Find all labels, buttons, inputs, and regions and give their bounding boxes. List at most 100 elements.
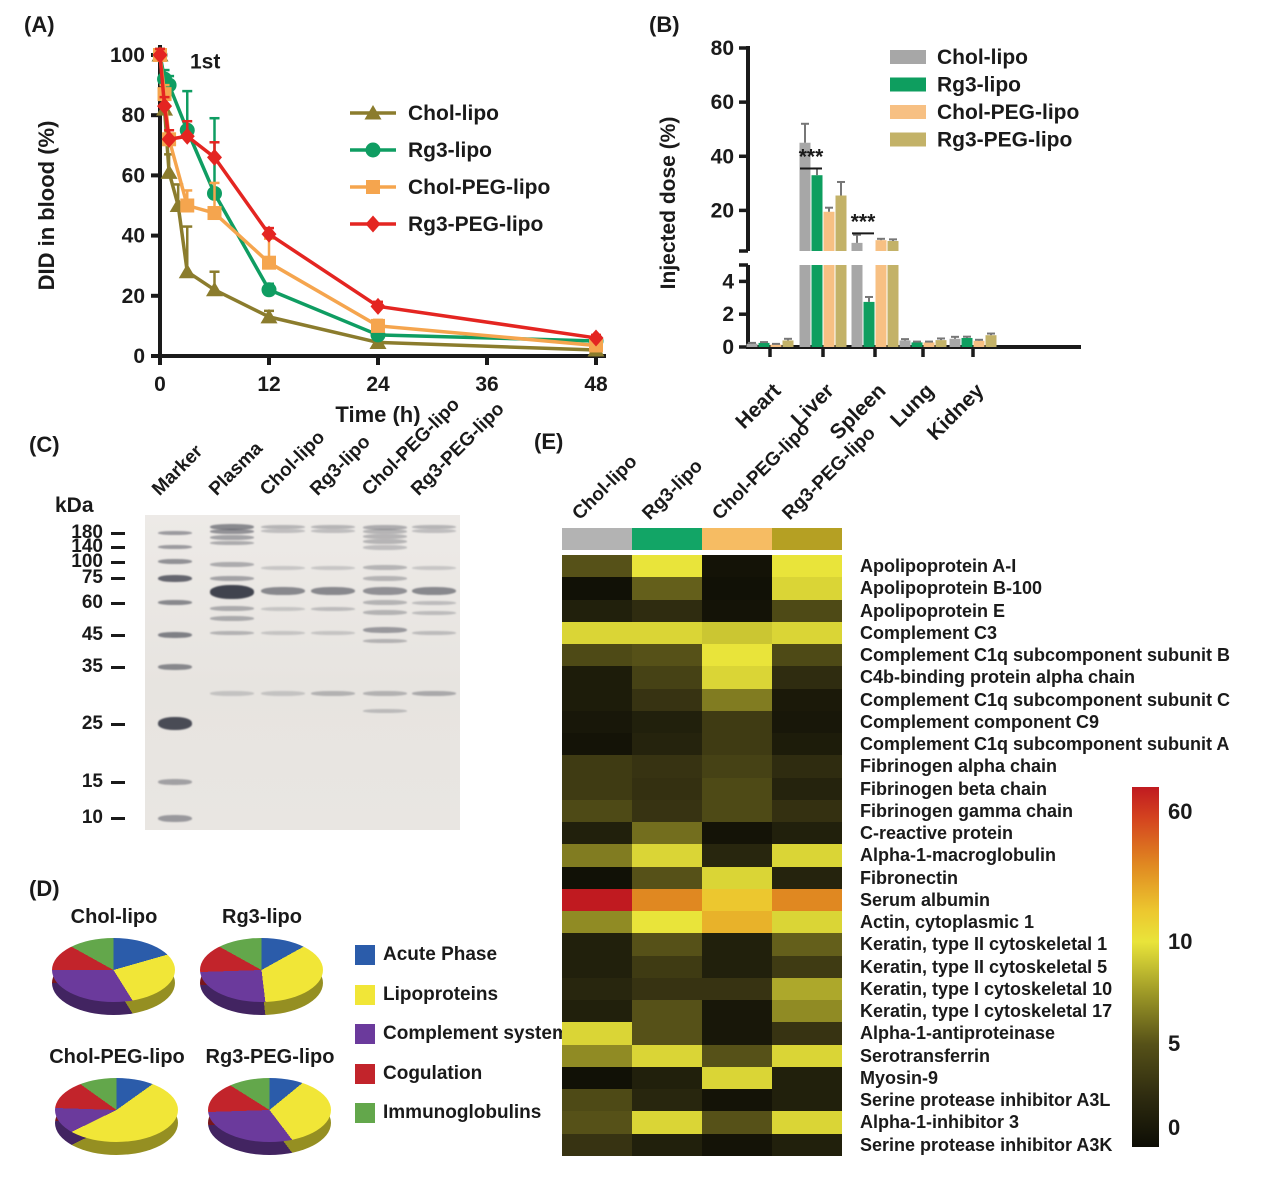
heatmap-cell — [772, 911, 842, 934]
gel-ladder-label: 45 — [81, 624, 103, 645]
row-label: Apolipoprotein E — [860, 600, 1005, 621]
heatmap-cell — [632, 577, 702, 600]
legend-swatch — [890, 50, 926, 64]
y-tick-label: 80 — [122, 104, 145, 127]
gel-ladder-dash — [111, 577, 125, 580]
gel-band — [411, 610, 456, 615]
heatmap-cell — [632, 733, 702, 756]
gel-band — [209, 524, 254, 530]
gel-ladder-dash — [111, 666, 125, 670]
gel-band — [209, 690, 254, 696]
heatmap-cell — [702, 1066, 772, 1089]
pie-top — [52, 938, 175, 1002]
heatmap-cell — [772, 1089, 842, 1112]
heatmap-cell — [562, 888, 632, 911]
heatmap-cell — [562, 755, 632, 778]
bar-lower — [899, 340, 911, 347]
heatmap-cell — [562, 1111, 632, 1134]
gel-band — [260, 630, 305, 635]
heatmap-cell — [562, 733, 632, 756]
x-tick-label: 0 — [154, 373, 166, 396]
heatmap-cell — [702, 822, 772, 845]
gel-band — [157, 600, 192, 606]
heatmap-cell — [702, 644, 772, 667]
heatmap-cell — [772, 866, 842, 889]
bar-lower — [851, 265, 863, 347]
row-label: Serotransferrin — [860, 1045, 991, 1066]
heatmap-row-labels: Apolipoprotein A-I Apolipoprotein B-100 Ap… — [860, 555, 1230, 1156]
data-point-diamond — [179, 127, 195, 145]
data-point-square — [207, 206, 222, 221]
gel-band — [209, 630, 254, 635]
gel-band — [260, 525, 305, 529]
heatmap-cell — [702, 955, 772, 978]
y-axis-title: Injected dose (%) — [657, 117, 680, 290]
gel-image — [145, 515, 460, 830]
bar-lower — [887, 265, 899, 347]
row-label: Keratin, type I cytoskeletal 17 — [860, 1001, 1113, 1021]
gel-ladder-label: 10 — [81, 807, 103, 829]
column-color-strip — [562, 528, 632, 550]
heatmap-cell — [632, 844, 702, 867]
heatmap-cell — [702, 777, 772, 800]
row-label: Actin, cytoplasmic 1 — [860, 912, 1035, 932]
legend-label: Acute Phase — [383, 944, 498, 965]
bar-upper — [811, 175, 823, 251]
heatmap-cell — [702, 599, 772, 622]
panel-b-label: (B) — [649, 12, 680, 37]
heatmap-cell — [632, 1089, 702, 1112]
heatmap-cell — [772, 577, 842, 600]
panel-a: (A) 0 12 24 36 48 0 20 40 60 80 100 Time (h) DID in … — [20, 8, 652, 427]
row-label: Keratin, type II cytoskeletal 5 — [860, 956, 1108, 977]
pie-chart-rg3-peg-lipo — [208, 1078, 331, 1155]
heatmap-cell — [702, 555, 772, 578]
bar-lower — [823, 265, 835, 347]
gel-ladder-label: 180 — [71, 521, 103, 543]
heatmap-cell — [632, 1044, 702, 1067]
gel-band — [209, 535, 254, 541]
heatmap-cell — [562, 777, 632, 800]
gel-ladder-dash — [111, 601, 125, 605]
gel-band — [157, 545, 192, 550]
gel-band — [411, 630, 456, 635]
heatmap-cell — [772, 1022, 842, 1045]
heatmap-cell — [632, 822, 702, 845]
gel-band — [363, 528, 408, 534]
row-label: Apolipoprotein B-100 — [860, 578, 1043, 599]
significance-label: *** — [851, 210, 876, 233]
heatmap-cell — [562, 799, 632, 822]
heatmap-cell — [702, 1000, 772, 1023]
data-point-diamond — [161, 130, 177, 148]
gel-band — [363, 586, 408, 595]
row-label: Complement C3 — [860, 622, 998, 643]
data-point-square — [366, 180, 380, 194]
gel-band — [209, 562, 254, 568]
heatmap-cell — [772, 755, 842, 778]
heatmap-cell — [562, 822, 632, 845]
heatmap-cell — [562, 1000, 632, 1023]
gel-ladder-dash — [111, 781, 125, 785]
heatmap-cell — [772, 822, 842, 845]
heatmap-cell — [632, 710, 702, 733]
gel-unit-label: kDa — [55, 494, 94, 517]
heatmap-cell — [702, 755, 772, 778]
heatmap-cell — [772, 955, 842, 978]
bar-lower — [835, 265, 847, 347]
legend-label: Cogulation — [383, 1062, 483, 1084]
gel-band — [363, 610, 408, 616]
heatmap-cell — [632, 555, 702, 578]
bar-upper — [875, 240, 887, 251]
pie-top — [200, 938, 323, 1002]
heatmap-cell — [702, 933, 772, 956]
gel-ladder-dash — [111, 560, 125, 564]
legend-swatch — [355, 1063, 375, 1084]
column-color-strip — [702, 528, 772, 550]
legend-label: Rg3-lipo — [408, 139, 492, 162]
gel-ladder-dash — [111, 817, 125, 821]
legend-swatch — [355, 1024, 375, 1044]
gel-band — [260, 690, 305, 696]
legend-label: Complement system — [383, 1023, 569, 1044]
gel-band — [311, 565, 356, 570]
heatmap-cell — [632, 688, 702, 711]
